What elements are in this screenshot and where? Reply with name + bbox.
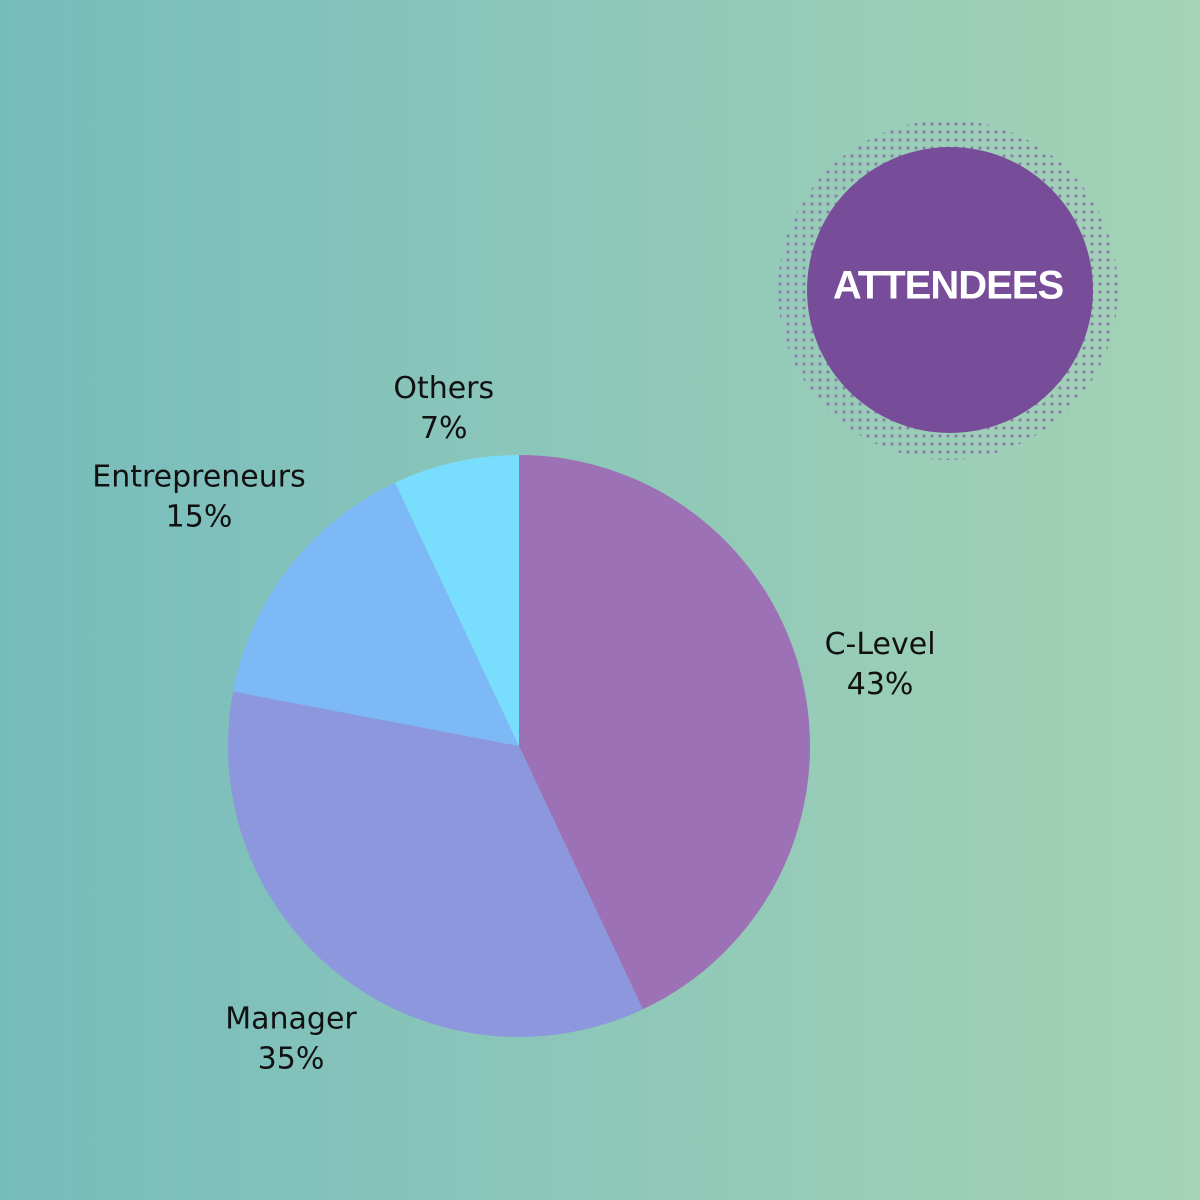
slice-label: Entrepreneurs [92, 459, 306, 494]
slice-label: Others [393, 371, 494, 406]
pie-slice [519, 455, 810, 1010]
pie-slice [227, 691, 643, 1037]
slice-value-label: 7% [420, 411, 468, 446]
pie-slice [233, 482, 519, 746]
badge [807, 147, 1093, 433]
slice-label: Manager [225, 1001, 357, 1036]
slice-value-label: 35% [258, 1041, 325, 1076]
slice-value-label: 15% [166, 499, 233, 534]
chart-title: ATTENDEES [833, 264, 1064, 308]
pie-slice [395, 455, 519, 746]
slice-value-label: 43% [847, 667, 914, 702]
slice-label: C-Level [825, 627, 936, 662]
